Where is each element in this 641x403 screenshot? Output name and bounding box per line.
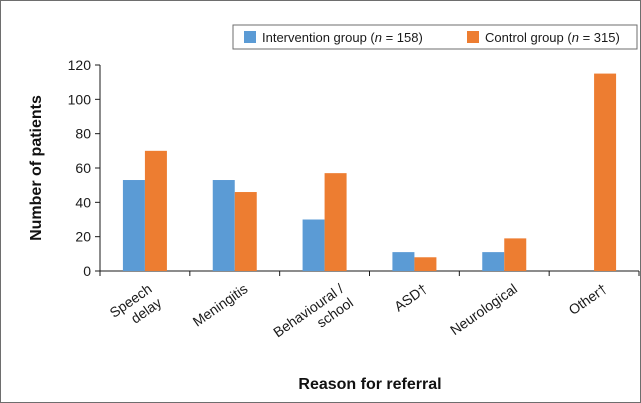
x-tick-label: Meningitis [190,280,251,329]
legend-box [232,24,638,50]
bar-series-2 [594,73,617,271]
bar-series-2 [324,173,347,271]
y-axis-title: Number of patients [28,95,45,241]
bar-series-2 [144,150,167,271]
y-tick-label: 80 [75,126,91,142]
legend-swatch-series-1 [244,31,256,43]
bar-series-2 [234,192,257,271]
legend-label-series-2: Control group (n = 315) [485,30,620,45]
bar-series-1 [392,252,415,271]
y-tick-label: 120 [68,57,92,73]
x-axis-title: Reason for referral [298,376,441,393]
legend-label-series-1: Intervention group (n = 158) [262,30,423,45]
y-tick-label: 40 [75,194,91,210]
x-tick-label: Other† [566,280,610,318]
bar-series-1 [302,219,325,271]
bar-series-2 [504,238,527,271]
legend: Intervention group (n = 158) Control grou… [232,24,638,50]
legend-swatch-series-2 [467,31,479,43]
y-tick-label: 60 [75,160,91,176]
bar-series-1 [212,180,235,271]
x-tick-label: Speechdelay [107,280,165,334]
y-tick-label: 20 [75,229,91,245]
x-tick-label: Neurological [447,280,520,338]
x-tick-label: Behavioural /school [270,280,356,354]
bars [122,73,617,271]
bar-series-2 [414,257,437,271]
bar-series-1 [122,180,145,271]
y-tick-label: 0 [83,263,91,279]
y-tick-label: 100 [68,91,92,107]
category-labels: Speechdelay Meningitis Behavioural /school… [107,280,610,354]
x-tick-label: ASD† [391,280,430,314]
bar-series-1 [482,252,505,271]
axes: 0 20 40 60 80 100 120 [68,57,640,279]
